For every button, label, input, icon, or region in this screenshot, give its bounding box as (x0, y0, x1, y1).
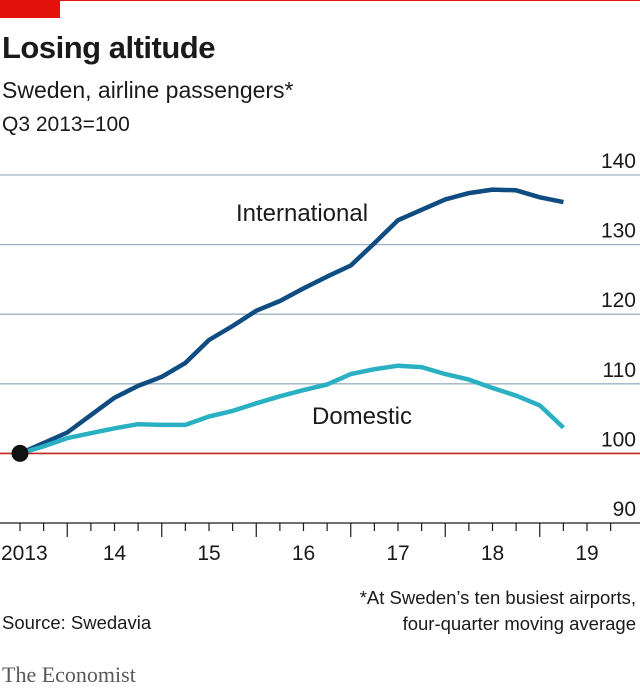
series-label-international: International (236, 200, 368, 227)
source-note: Source: Swedavia (2, 612, 152, 633)
series-label-domestic: Domestic (312, 403, 412, 430)
chart-title: Losing altitude (2, 30, 215, 65)
y-tick-label: 100 (601, 428, 636, 451)
x-tick-label: 17 (386, 542, 409, 565)
y-tick-label: 130 (601, 220, 636, 243)
footnote-line-2: four-quarter moving average (402, 613, 636, 634)
publisher-logo-text: The Economist (2, 662, 136, 687)
y-tick-label: 140 (601, 150, 636, 173)
y-tick-label: 110 (603, 359, 636, 382)
y-tick-label: 90 (613, 498, 636, 521)
brand-red-tab (0, 0, 60, 18)
series-line-domestic (19, 363, 565, 456)
base-period-marker (11, 444, 29, 462)
chart-subtitle: Sweden, airline passengers* (2, 77, 294, 103)
x-tick-label: 18 (481, 542, 504, 565)
series-line-international (19, 187, 564, 456)
x-tick-label: 14 (103, 542, 127, 565)
x-tick-label: 2013 (1, 542, 48, 565)
x-tick-label: 15 (197, 542, 220, 565)
x-tick-label: 19 (575, 542, 598, 565)
footnote-line-1: *At Sweden’s ten busiest airports, (359, 587, 636, 608)
y-tick-label: 120 (601, 289, 636, 312)
top-rule (0, 0, 640, 1)
chart-unit-label: Q3 2013=100 (2, 113, 130, 136)
footnote: *At Sweden’s ten busiest airports, four-… (360, 585, 636, 637)
x-tick-label: 16 (292, 542, 315, 565)
